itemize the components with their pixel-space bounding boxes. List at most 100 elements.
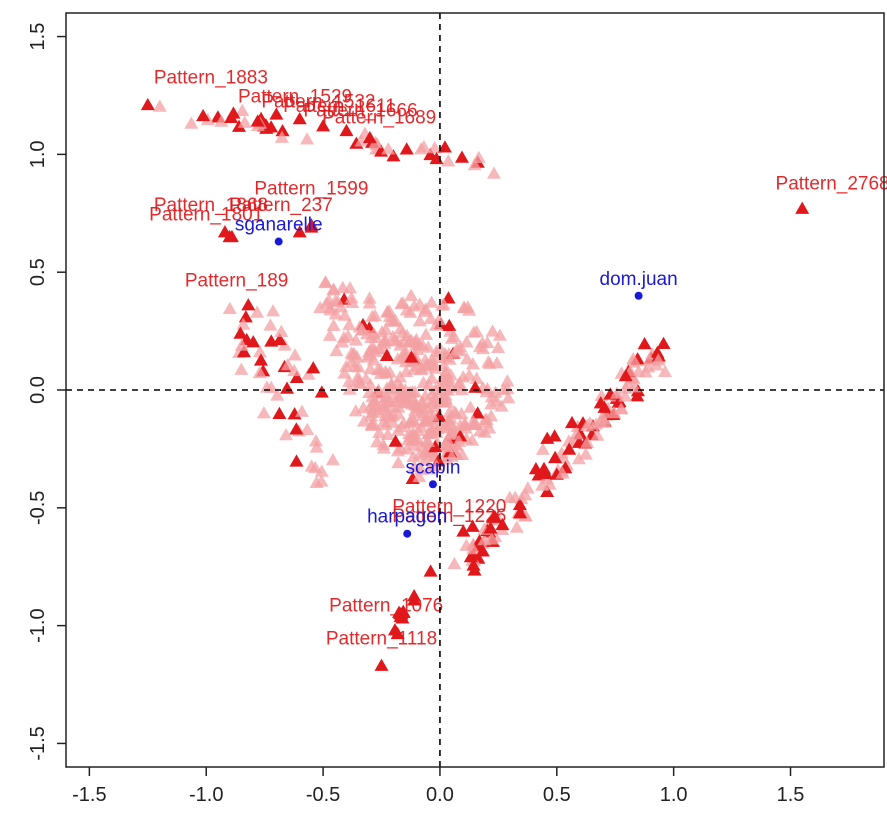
y-tick-label: 0.5 (27, 258, 49, 286)
pattern-point (387, 333, 402, 346)
pattern-point (447, 556, 462, 570)
pattern-point (405, 397, 420, 410)
pattern-point (384, 377, 399, 390)
y-tick-label: -1.0 (27, 608, 49, 642)
pattern-point (438, 382, 453, 396)
pattern-point (326, 282, 341, 295)
pattern-point (322, 328, 337, 341)
pattern-point (501, 391, 516, 404)
pattern-point (275, 124, 290, 137)
pattern-point (222, 301, 237, 314)
pattern-point-labeled (316, 119, 331, 132)
pattern-point (289, 422, 304, 435)
pattern-point (466, 548, 481, 561)
pattern-point (484, 532, 499, 545)
pattern-point (386, 149, 401, 162)
speaker-point (428, 480, 437, 489)
pattern-label: Pattern_1076 (329, 595, 443, 616)
pattern-label: Pattern_1532 (261, 91, 375, 112)
x-tick-label: 0.5 (543, 784, 571, 806)
axes-layer: -1.5 -1.0 -0.5 0.0 0.5 1.0 1.5 -1.5 -1.0 -0.5 0.0 0… (27, 12, 885, 806)
pattern-point-labeled (222, 229, 237, 243)
pattern-point (467, 563, 482, 576)
speaker-point (274, 237, 283, 246)
pattern-point (443, 427, 458, 440)
pattern-point (313, 300, 328, 314)
pattern-point (463, 400, 478, 413)
x-tick-label: 0.0 (426, 784, 454, 806)
pattern-point (288, 348, 303, 361)
pattern-point (414, 420, 429, 433)
pattern-point (547, 429, 562, 442)
pattern-point (341, 328, 356, 342)
pattern-point (381, 142, 396, 155)
pattern-point (375, 396, 390, 409)
pattern-point (362, 296, 377, 309)
pattern-point (306, 361, 321, 374)
pattern-point (391, 400, 406, 413)
pattern-point (467, 417, 482, 430)
pattern-point (418, 302, 433, 315)
pattern-point (364, 330, 379, 344)
pattern-point (393, 321, 408, 335)
pattern-point (459, 335, 474, 348)
pattern-point (630, 389, 645, 402)
pattern-point (256, 406, 271, 419)
pattern-point (429, 344, 444, 357)
pattern-point (428, 440, 443, 453)
pattern-point (345, 295, 360, 309)
pattern-point (424, 396, 439, 409)
pattern-point-labeled (241, 298, 256, 311)
pattern-point (590, 428, 605, 441)
pattern-point (470, 406, 485, 419)
pattern-point (618, 368, 633, 382)
pattern-point (379, 418, 394, 431)
pattern-point (337, 366, 352, 379)
pattern-point (400, 442, 415, 455)
pattern-point (447, 329, 462, 342)
labels-layer: Pattern_1883Pattern_2768Pattern_1599Patt… (149, 68, 887, 650)
pattern-point (287, 363, 302, 377)
pattern-point (308, 460, 323, 474)
pattern-point (272, 332, 287, 346)
pattern-point-labeled (269, 107, 284, 120)
pattern-point (475, 336, 490, 349)
pattern-point (421, 434, 436, 447)
pattern-point (379, 348, 394, 361)
pattern-point (484, 389, 499, 403)
pattern-point (272, 406, 287, 419)
pattern-point (480, 382, 495, 395)
pattern-point (342, 318, 357, 331)
pattern-point (412, 469, 427, 483)
pattern-point (364, 409, 379, 422)
pattern-label: Pattern_1118 (326, 628, 437, 649)
pattern-point-labeled (292, 225, 307, 238)
pattern-point (518, 488, 533, 501)
pattern-point (280, 357, 295, 371)
pattern-point (475, 544, 490, 557)
pattern-point (342, 374, 357, 387)
pattern-point (431, 312, 446, 326)
pattern-point-labeled (304, 218, 319, 231)
pattern-point (436, 297, 451, 310)
pattern-point (427, 140, 442, 154)
pattern-point (350, 370, 365, 383)
pattern-point-labeled (292, 112, 307, 125)
pattern-point (455, 447, 470, 461)
x-tick-label: 1.0 (660, 784, 688, 806)
pattern-point (233, 326, 248, 339)
pattern-point (421, 426, 436, 439)
pattern-point (607, 405, 622, 419)
pattern-point (471, 150, 486, 164)
pattern-point (484, 409, 499, 422)
x-tick-label: -1.0 (189, 784, 223, 806)
pattern-point (390, 626, 405, 640)
pattern-point-labeled (795, 201, 810, 214)
pattern-label: Pattern_1611 (283, 96, 396, 117)
pattern-point (571, 452, 586, 465)
pattern-point (447, 346, 462, 359)
pattern-point (626, 352, 641, 365)
pattern-point (352, 320, 367, 333)
pattern-point-labeled (456, 524, 471, 537)
pattern-point-labeled (362, 130, 377, 144)
